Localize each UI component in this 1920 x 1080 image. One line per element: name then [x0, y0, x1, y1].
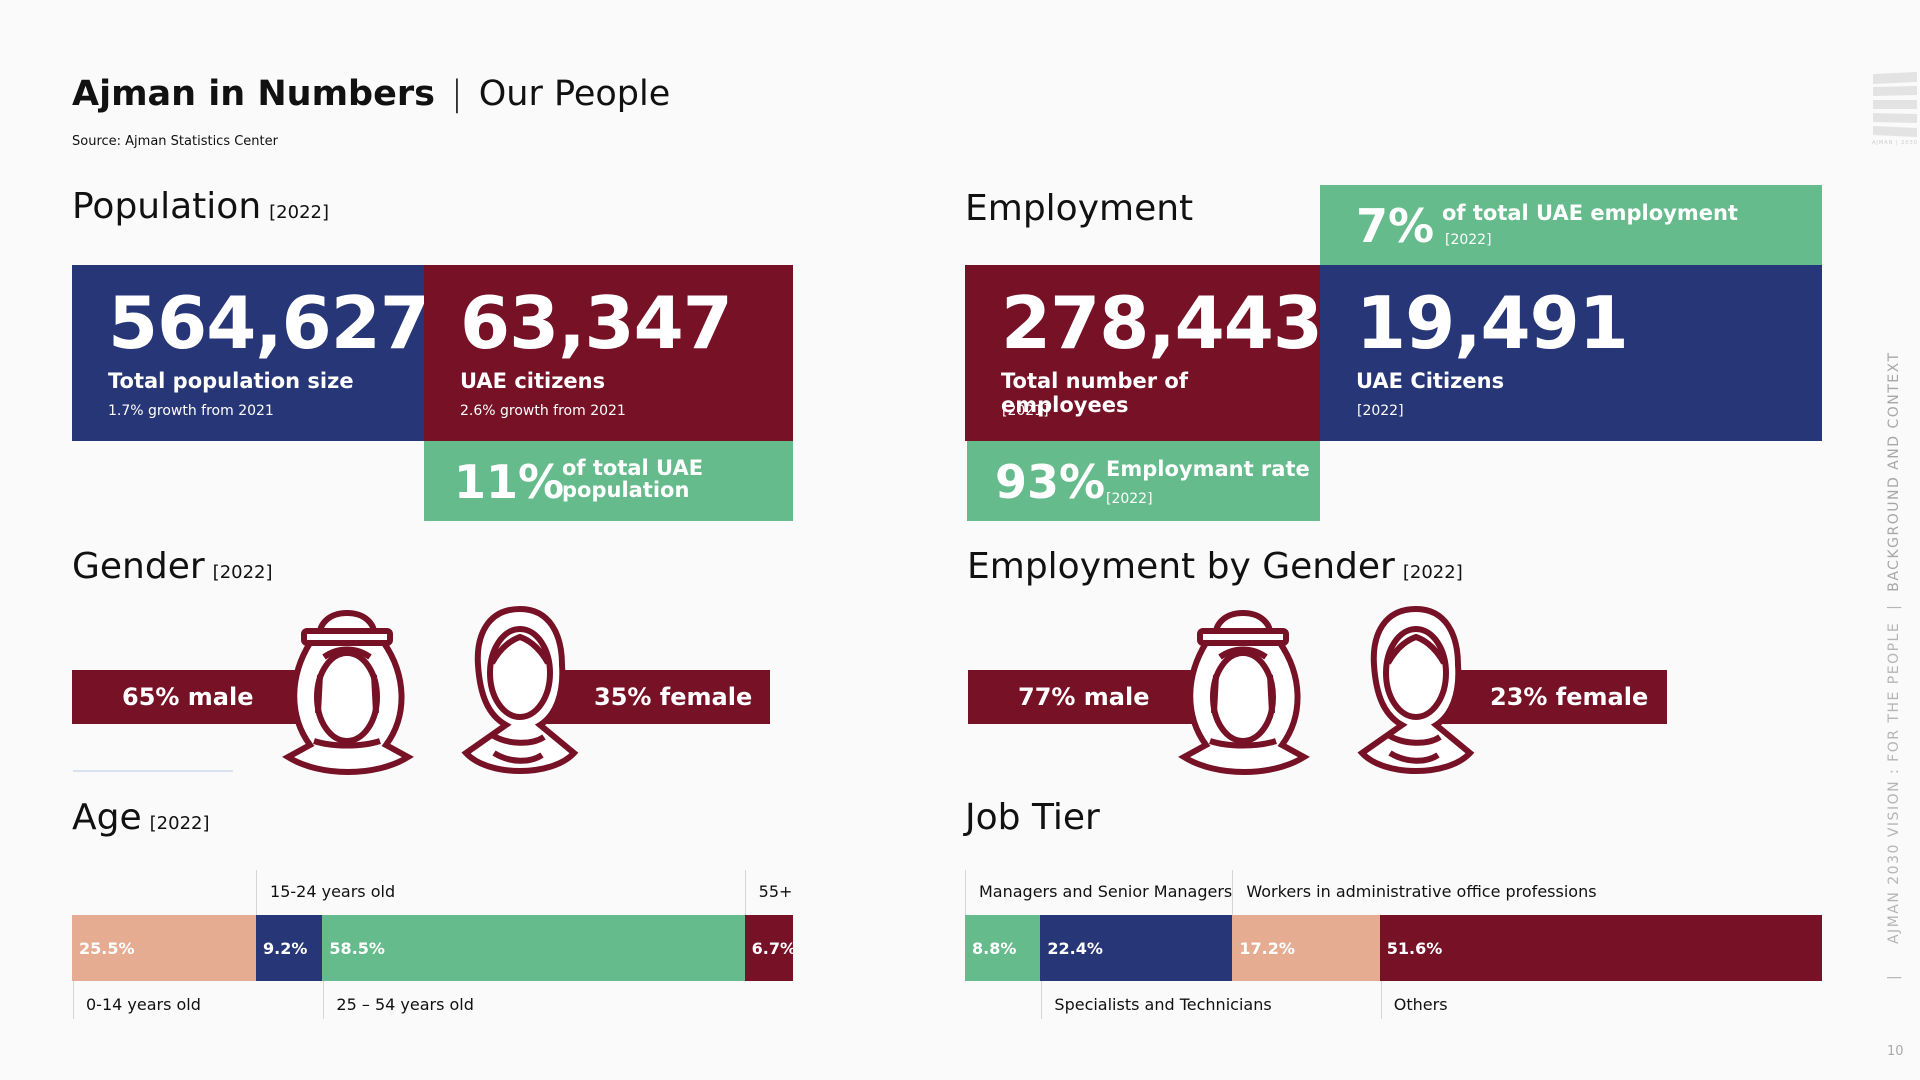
bar-segment: 51.6%: [1379, 915, 1822, 981]
hijab-woman-icon: [458, 605, 583, 779]
leader-line: [744, 870, 746, 915]
employment-rate-year: [2022]: [1106, 491, 1153, 507]
uae-citizens-label: UAE citizens: [460, 369, 606, 393]
total-population-note: 1.7% growth from 2021: [108, 403, 274, 419]
bar-segment: 9.2%: [256, 915, 323, 981]
title-main: Ajman in Numbers: [72, 74, 435, 114]
employment-share-label: of total UAE employment: [1442, 201, 1738, 225]
arab-man-icon: [1176, 605, 1311, 779]
population-share-value: 11%: [454, 455, 565, 509]
uae-citizens-note: 2.6% growth from 2021: [460, 403, 626, 419]
population-share-card: 11% of total UAE population: [424, 441, 793, 521]
male-share-band: 65% male: [72, 670, 308, 724]
total-employees-card: 278,443 Total number of employees [2021]: [965, 265, 1323, 441]
category-label: 25 – 54 years old: [336, 995, 474, 1014]
gender-heading: Gender [2022]: [72, 546, 273, 587]
bar-segment: 22.4%: [1040, 915, 1233, 981]
age-chart: 25.5% 0-14 years old 9.2% 15-24 years old 58…: [72, 870, 793, 1020]
vertical-text-section: BACKGROUND AND CONTEXT: [1886, 351, 1902, 592]
leader-line: [1380, 981, 1382, 1019]
vertical-sep: |: [1886, 603, 1902, 610]
employed-citizens-label: UAE Citizens: [1356, 369, 1505, 393]
leader-line: [965, 870, 966, 915]
total-population-value: 564,627: [108, 281, 430, 365]
employed-citizens-year: [2022]: [1357, 403, 1404, 419]
bar-segment: 25.5%: [72, 915, 257, 981]
category-label: Workers in administrative office profess…: [1246, 882, 1597, 901]
total-population-card: 564,627 Total population size 1.7% growt…: [72, 265, 430, 441]
bar-segment: 58.5%: [322, 915, 745, 981]
gender-year: [2022]: [212, 562, 273, 583]
leader-line: [1041, 981, 1043, 1019]
total-employees-label: Total number of employees: [1001, 369, 1188, 417]
total-population-label: Total population size: [108, 369, 354, 393]
population-heading-text: Population: [72, 186, 262, 227]
age-heading: Age [2022]: [72, 797, 210, 838]
population-year: [2022]: [269, 202, 329, 223]
employment-rate-label: Employmant rate: [1106, 457, 1310, 481]
employed-citizens-card: 19,491 UAE Citizens [2022]: [1320, 265, 1822, 441]
ajman-2030-logo: [1873, 72, 1917, 142]
employment-rate-card: 93% Employmant rate [2022]: [967, 441, 1320, 521]
category-label: 55+: [758, 882, 793, 901]
uae-citizens-card: 63,347 UAE citizens 2.6% growth from 202…: [424, 265, 793, 441]
vertical-sep-left: |: [1886, 973, 1902, 980]
age-heading-text: Age: [72, 797, 142, 838]
category-label: Managers and Senior Managers: [979, 882, 1233, 901]
total-employees-value: 278,443: [1001, 281, 1323, 365]
section-divider: [73, 770, 233, 772]
bar-segment: 8.8%: [965, 915, 1041, 981]
page-number: 10: [1887, 1044, 1904, 1059]
leader-line: [323, 981, 325, 1019]
female-share-band: 35% female: [530, 670, 770, 724]
employed-female-band: 23% female: [1424, 670, 1667, 724]
category-label: Specialists and Technicians: [1054, 995, 1272, 1014]
employed-citizens-value: 19,491: [1356, 281, 1629, 365]
job-tier-heading: Job Tier: [965, 797, 1100, 838]
employment-share-value: 7%: [1356, 199, 1435, 253]
population-share-line2: population: [562, 478, 690, 503]
source-note: Source: Ajman Statistics Center: [72, 134, 278, 149]
page-title: Ajman in Numbers | Our People: [72, 74, 670, 114]
population-heading: Population [2022]: [72, 186, 329, 227]
employment-share-year: [2022]: [1445, 232, 1492, 248]
leader-line: [256, 870, 258, 915]
employment-share-card: 7% of total UAE employment [2022]: [1320, 185, 1822, 265]
category-label: 0-14 years old: [86, 995, 201, 1014]
arab-man-icon: [280, 605, 415, 779]
category-label: Others: [1393, 995, 1448, 1014]
title-subtitle: Our People: [478, 74, 671, 114]
title-separator: |: [450, 74, 463, 114]
uae-citizens-value: 63,347: [460, 281, 733, 365]
employed-male-band: 77% male: [968, 670, 1204, 724]
employment-rate-value: 93%: [995, 455, 1106, 509]
employment-gender-year: [2022]: [1402, 562, 1463, 583]
employment-gender-heading-text: Employment by Gender: [967, 546, 1395, 587]
hijab-woman-icon: [1354, 605, 1479, 779]
population-share-line1: of total UAE: [562, 456, 704, 480]
leader-line: [73, 981, 74, 1019]
total-employees-year: [2021]: [1002, 403, 1049, 419]
bar-segment: 17.2%: [1232, 915, 1380, 981]
gender-heading-text: Gender: [72, 546, 205, 587]
job-tier-chart: 8.8% Managers and Senior Managers 22.4% Spe…: [965, 870, 1822, 1020]
age-year: [2022]: [149, 813, 210, 834]
employment-gender-heading: Employment by Gender [2022]: [967, 546, 1463, 587]
logo-text: AJMAN | 2030: [1872, 140, 1918, 146]
category-label: 15-24 years old: [270, 882, 396, 901]
employment-heading: Employment: [965, 188, 1194, 229]
leader-line: [1232, 870, 1234, 915]
bar-segment: 6.7%: [744, 915, 793, 981]
section-vertical-label: | AJMAN 2030 VISION : FOR THE PEOPLE | B…: [1886, 351, 1902, 980]
population-share-label: of total UAE population: [562, 457, 703, 501]
vertical-text-vision: AJMAN 2030 VISION : FOR THE PEOPLE: [1886, 621, 1902, 945]
